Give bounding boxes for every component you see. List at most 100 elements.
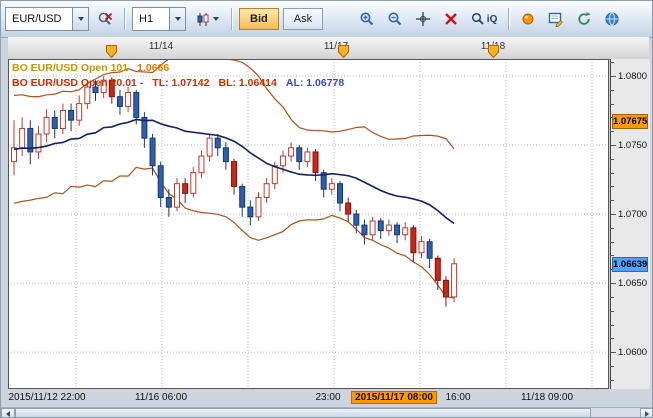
chevron-down-icon[interactable] <box>72 8 88 30</box>
delete-button[interactable] <box>439 7 463 31</box>
symbol-select[interactable]: EUR/USD <box>5 7 89 31</box>
time-axis-label: 2015/11/12 22:00 <box>8 392 86 403</box>
chevron-down-icon[interactable] <box>169 8 185 30</box>
price-axis-tick <box>611 89 614 91</box>
scrollbar-thumb[interactable] <box>15 408 591 417</box>
chart-info-overlay: BO EUR/USD Open 101 1.0666 BO EUR/USD Open… <box>12 61 353 91</box>
toolbar-separator <box>231 8 232 30</box>
toolbar-separator <box>124 8 125 30</box>
alerts-icon <box>522 13 534 25</box>
zoom-out-icon <box>388 12 402 26</box>
chart-info-segment: 1.0666 <box>137 62 170 74</box>
chart-info-segment: BO EUR/USD Open 101 <box>12 62 129 74</box>
crosshair-icon <box>416 12 431 26</box>
selected-time-label[interactable]: 2015/11/17 08:00 <box>351 391 437 404</box>
bollinger-lower-line <box>13 166 455 299</box>
time-axis-label: 16:00 <box>445 392 471 403</box>
time-axis-label: 23:00 <box>315 392 341 403</box>
ruler-date-label: 11/17 <box>323 41 349 52</box>
price-axis-tick <box>611 172 614 174</box>
price-axis-tick <box>611 62 614 64</box>
moving-average-line <box>13 118 455 225</box>
globe-button[interactable] <box>600 7 624 31</box>
search-icon <box>471 12 484 25</box>
scrollbar-track[interactable] <box>15 408 640 417</box>
price-axis-tick <box>611 324 614 326</box>
horizontal-scrollbar[interactable] <box>1 407 652 417</box>
price-axis-tick <box>611 103 614 105</box>
globe-icon <box>605 12 619 26</box>
candlestick-chart[interactable] <box>8 53 609 389</box>
price-axis-tick <box>611 158 614 160</box>
price-axis-tick <box>611 255 614 257</box>
right-arrow-icon <box>645 411 649 417</box>
chart-info-line: BO EUR/USD Open 101 1.0666 <box>12 61 353 76</box>
chart-settings-icon <box>548 12 563 27</box>
bid-button[interactable]: Bid <box>239 8 279 30</box>
time-axis-label: 11/18 09:00 <box>520 392 574 403</box>
price-axis-tick <box>611 283 616 285</box>
toolbar-separator <box>508 8 510 30</box>
price-axis-tick <box>611 352 616 354</box>
price-axis-tick <box>611 227 614 229</box>
time-marker-flag[interactable] <box>106 45 117 59</box>
plot-border <box>8 59 609 389</box>
zoom-in-icon <box>360 12 374 26</box>
chart-info-segment: TL: 1.07142 <box>152 77 210 89</box>
chart-info-segment: BL: 1.06414 <box>218 77 277 89</box>
price-axis-tick <box>611 310 614 312</box>
price-axis-tick <box>611 145 616 147</box>
price-axis-tick <box>611 296 614 298</box>
time-axis[interactable]: 2015/11/12 22:00 11/16 06:00 23:00 2015/11/… <box>1 389 652 407</box>
ask-button[interactable]: Ask <box>282 8 324 30</box>
chart-type-button[interactable] <box>190 7 224 31</box>
chart-settings-button[interactable] <box>544 7 568 31</box>
search-button[interactable]: iQ <box>467 7 501 31</box>
zoom-in-button[interactable] <box>355 7 379 31</box>
zoom-out-button[interactable] <box>383 7 407 31</box>
alerts-button[interactable] <box>516 7 540 31</box>
time-axis-label: 11/16 06:00 <box>134 392 188 403</box>
symbol-value: EUR/USD <box>12 13 62 25</box>
remove-icon <box>98 12 113 25</box>
timeframe-select[interactable]: H1 <box>132 7 186 31</box>
price-axis-label: 1.0650 <box>618 278 648 290</box>
remove-symbol-button[interactable] <box>93 7 117 31</box>
price-axis-tick <box>611 365 614 367</box>
price-axis-tick <box>611 379 614 381</box>
chart-type-icon <box>197 12 208 26</box>
timeframe-value: H1 <box>139 13 154 25</box>
price-marker[interactable]: 1.07675 <box>612 113 648 129</box>
scroll-left-button[interactable] <box>1 408 15 417</box>
ruler-date-label: 11/14 <box>148 41 174 52</box>
toolbar: EUR/USD H1 Bid Ask <box>1 1 652 38</box>
price-axis[interactable]: 1.0800 1.0750 1.0700 1.0650 1.0600 1.07675 1.0… <box>610 59 650 389</box>
chevron-down-icon <box>212 17 219 21</box>
delete-icon <box>445 13 457 25</box>
chart-info-segment: BO EUR/USD Open 20.01 - <box>12 77 144 89</box>
price-axis-label: 1.0700 <box>618 209 648 221</box>
chart-plot[interactable]: BO EUR/USD Open 101 1.0666 BO EUR/USD Open… <box>8 53 609 389</box>
crosshair-button[interactable] <box>411 7 435 31</box>
candles-group <box>11 75 458 307</box>
price-marker[interactable]: 1.06639 <box>612 256 648 272</box>
price-axis-tick <box>611 338 614 340</box>
price-axis-tick <box>611 75 616 77</box>
refresh-icon <box>578 12 591 25</box>
time-marker-flag[interactable] <box>488 45 499 59</box>
chart-info-line: BO EUR/USD Open 20.01 - TL: 1.07142 BL: 1.… <box>12 76 353 91</box>
price-axis-tick <box>611 200 614 202</box>
price-axis-tick <box>611 241 614 243</box>
price-axis-label: 1.0800 <box>618 70 648 82</box>
refresh-button[interactable] <box>572 7 596 31</box>
time-marker-flag[interactable] <box>338 45 349 59</box>
price-axis-tick <box>611 131 614 133</box>
price-axis-label: 1.0600 <box>618 347 648 359</box>
price-axis-tick <box>611 186 614 188</box>
grid-lines <box>8 59 609 389</box>
left-arrow-icon <box>6 411 10 417</box>
price-axis-label: 1.0750 <box>618 140 648 152</box>
scroll-right-button[interactable] <box>640 408 652 417</box>
